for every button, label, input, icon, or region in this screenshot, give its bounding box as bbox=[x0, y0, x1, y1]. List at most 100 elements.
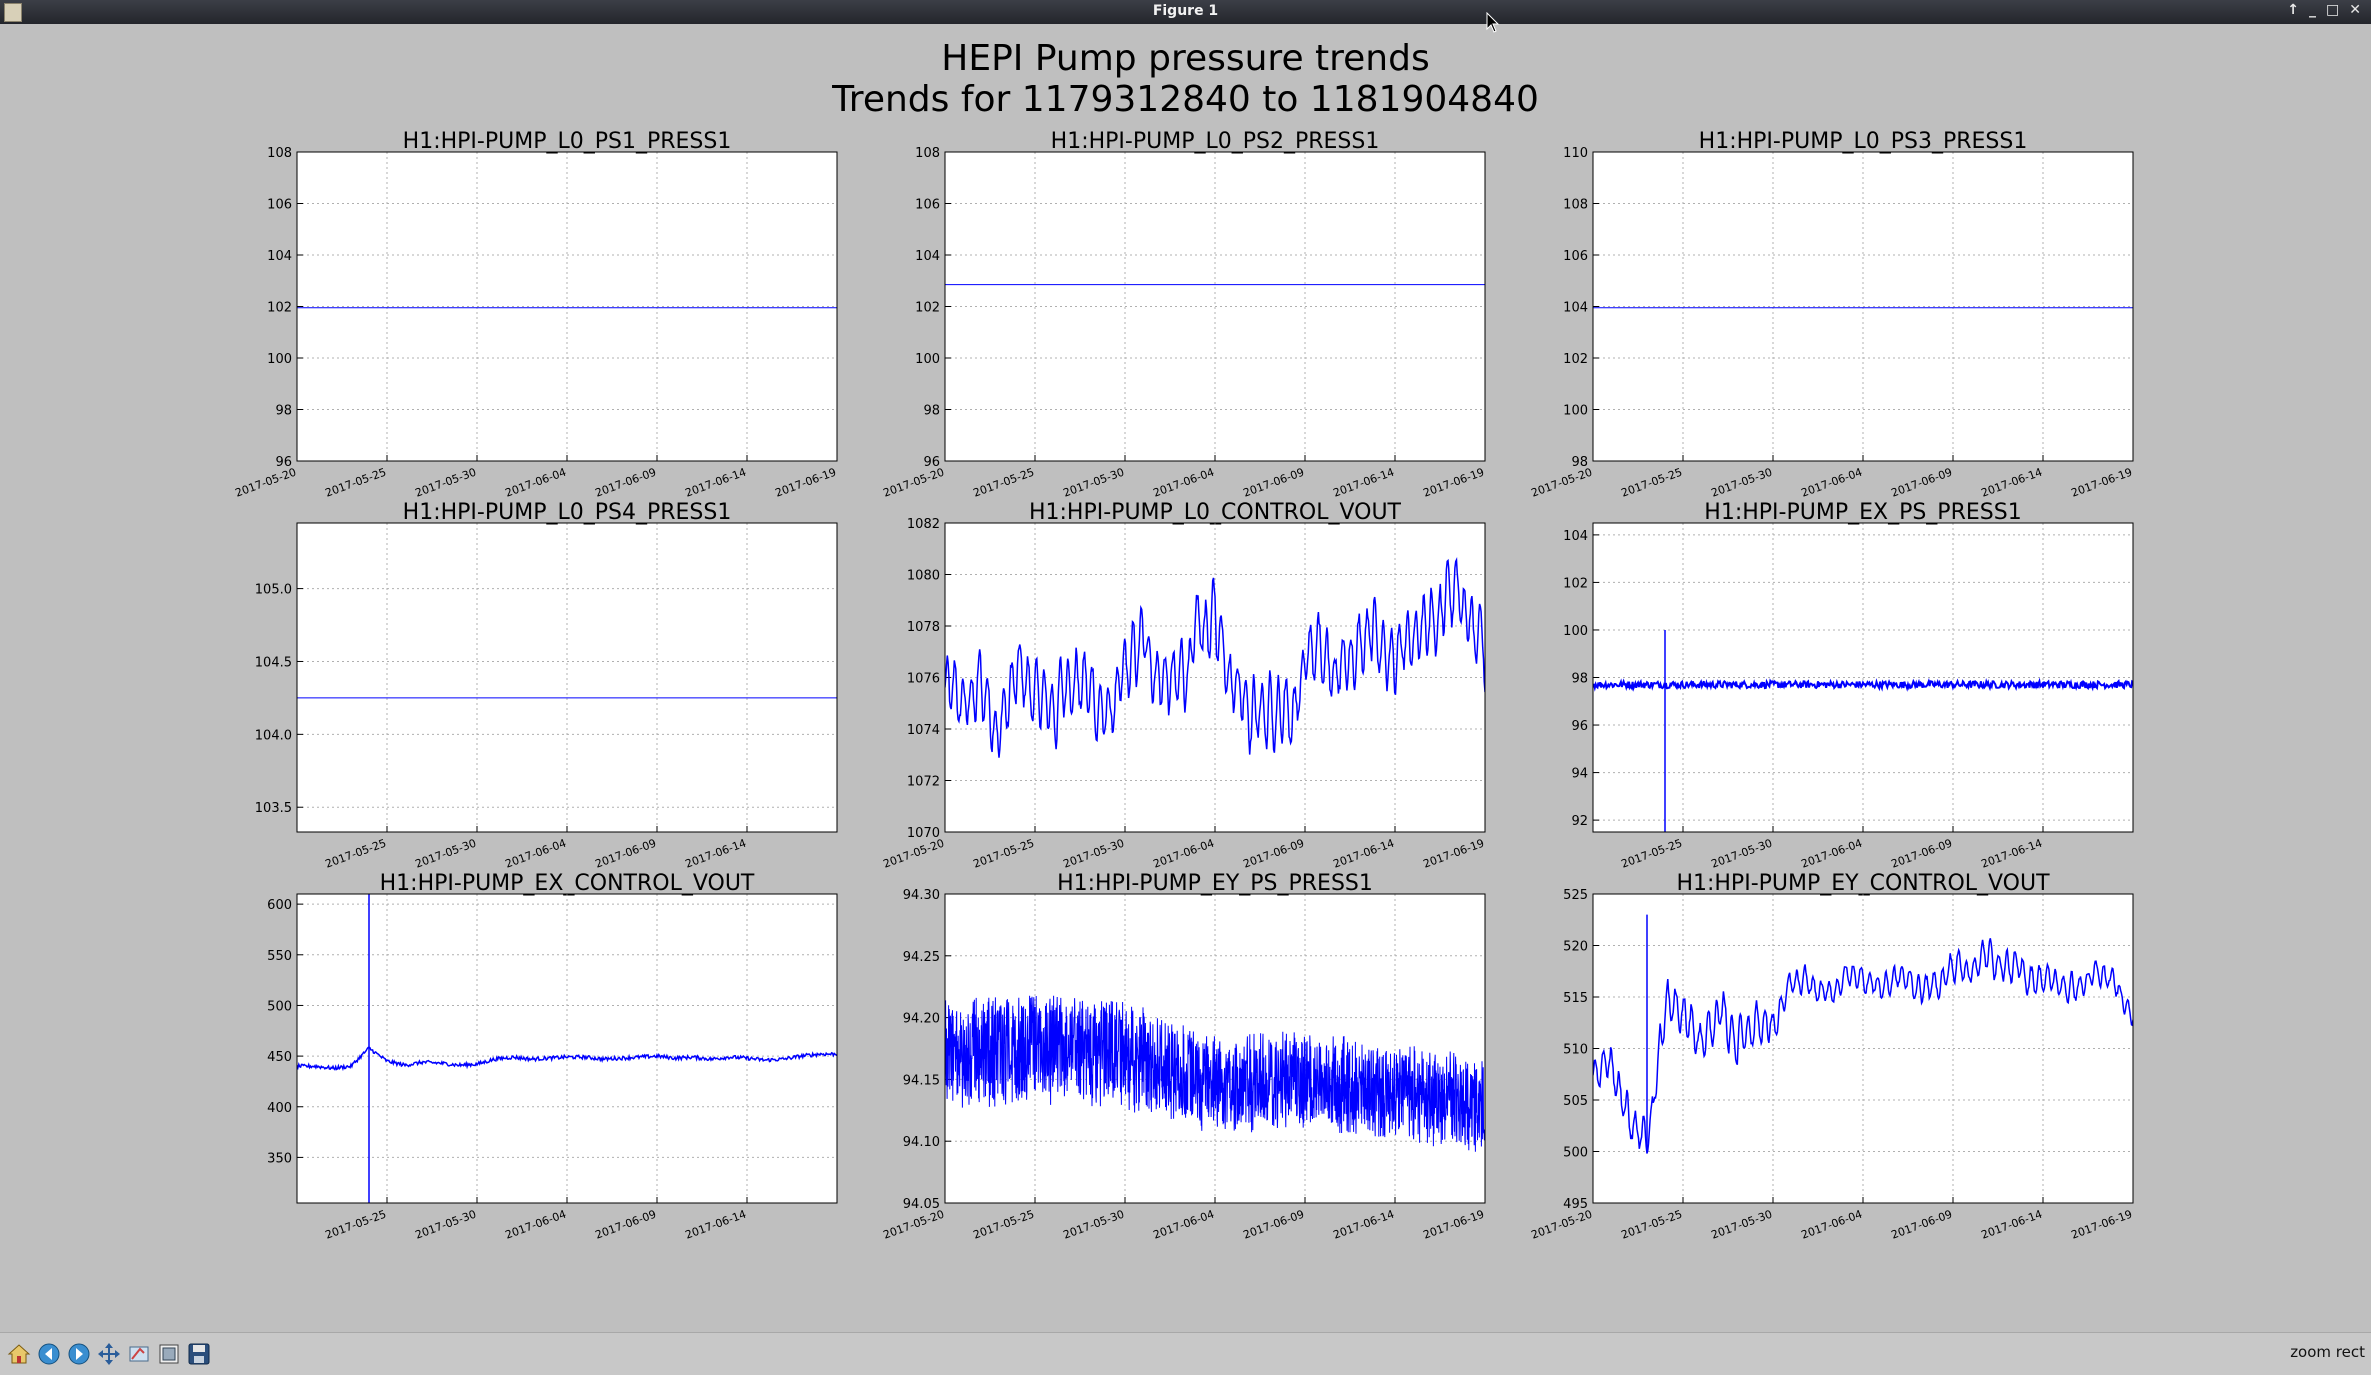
x-tick-label: 2017-06-09 bbox=[1241, 1208, 1306, 1242]
x-tick-label: 2017-06-04 bbox=[503, 837, 568, 871]
subplots-button[interactable] bbox=[156, 1341, 182, 1367]
y-tick-label: 104 bbox=[1563, 529, 1588, 544]
forward-button[interactable] bbox=[66, 1341, 92, 1367]
y-tick-label: 92 bbox=[1571, 814, 1588, 829]
x-tick-label: 2017-05-20 bbox=[233, 466, 298, 500]
x-tick-label: 2017-06-04 bbox=[503, 466, 568, 500]
y-tick-label: 500 bbox=[1563, 1146, 1588, 1161]
subplot-7[interactable]: H1:HPI-PUMP_EX_CONTROL_VOUT 350 400 450 500 5… bbox=[267, 871, 838, 1242]
y-tick-label: 525 bbox=[1563, 888, 1588, 903]
subplot-title: H1:HPI-PUMP_L0_PS4_PRESS1 bbox=[403, 500, 732, 525]
x-tick-label: 2017-05-20 bbox=[1529, 1208, 1594, 1242]
y-tick-label: 94.20 bbox=[903, 1012, 940, 1027]
axes-frame bbox=[944, 893, 1486, 1204]
y-tick-label: 102 bbox=[1563, 352, 1588, 367]
y-tick-label: 108 bbox=[1563, 198, 1588, 213]
x-tick-label: 2017-06-19 bbox=[1421, 466, 1486, 500]
y-tick-label: 94.05 bbox=[903, 1197, 940, 1212]
subplot-5[interactable]: H1:HPI-PUMP_L0_CONTROL_VOUT 1070 1072 1074 1… bbox=[881, 500, 1486, 871]
x-tick-label: 2017-06-09 bbox=[1241, 837, 1306, 871]
y-tick-label: 400 bbox=[267, 1101, 292, 1116]
x-tick-label: 2017-05-20 bbox=[1529, 466, 1594, 500]
x-tick-label: 2017-05-25 bbox=[1619, 1208, 1684, 1242]
x-tick-label: 2017-06-09 bbox=[1889, 1208, 1954, 1242]
x-tick-label: 2017-06-04 bbox=[1799, 1208, 1864, 1242]
minimize-icon[interactable]: _ bbox=[2309, 2, 2317, 18]
y-tick-label: 108 bbox=[267, 146, 292, 161]
y-tick-label: 103.5 bbox=[255, 801, 292, 816]
x-tick-label: 2017-06-14 bbox=[1331, 837, 1396, 871]
window-title: Figure 1 bbox=[1152, 3, 1219, 19]
x-tick-label: 2017-05-25 bbox=[971, 1208, 1036, 1242]
x-tick-label: 2017-05-30 bbox=[1061, 466, 1126, 500]
y-tick-label: 104 bbox=[915, 249, 940, 264]
x-tick-label: 2017-05-30 bbox=[1061, 837, 1126, 871]
subplot-8[interactable]: H1:HPI-PUMP_EY_PS_PRESS1 94.05 94.10 94.15 9… bbox=[881, 871, 1486, 1242]
close-icon[interactable]: ✕ bbox=[2349, 2, 2361, 18]
y-tick-label: 94.25 bbox=[903, 950, 940, 965]
subplot-2[interactable]: H1:HPI-PUMP_L0_PS2_PRESS1 96 98 100 102 104 10… bbox=[881, 129, 1486, 500]
y-tick-label: 104.5 bbox=[255, 655, 292, 670]
subplot-title: H1:HPI-PUMP_L0_CONTROL_VOUT bbox=[1029, 500, 1402, 525]
app-icon bbox=[4, 3, 22, 22]
pan-button[interactable] bbox=[96, 1341, 122, 1367]
subplot-6[interactable]: H1:HPI-PUMP_EX_PS_PRESS1 92 94 96 98 100 102 10… bbox=[1563, 500, 2134, 871]
x-tick-label: 2017-05-30 bbox=[1709, 1208, 1774, 1242]
x-tick-label: 2017-05-25 bbox=[323, 1208, 388, 1242]
back-button[interactable] bbox=[36, 1341, 62, 1367]
figure-canvas[interactable]: HEPI Pump pressure trends Trends for 117… bbox=[0, 24, 2371, 1332]
home-button[interactable] bbox=[6, 1341, 32, 1367]
navigation-toolbar: zoom rect bbox=[0, 1332, 2371, 1375]
subplot-9[interactable]: H1:HPI-PUMP_EY_CONTROL_VOUT 495 500 505 510 5… bbox=[1529, 871, 2134, 1242]
data-layer bbox=[297, 894, 837, 1203]
x-tick-label: 2017-06-19 bbox=[1421, 1208, 1486, 1242]
y-tick-label: 102 bbox=[915, 301, 940, 316]
subplot-grid: H1:HPI-PUMP_L0_PS1_PRESS1 96 98 100 102 104 10… bbox=[233, 129, 2134, 1242]
y-tick-label: 98 bbox=[275, 404, 292, 419]
series-line bbox=[297, 1046, 837, 1072]
x-tick-label: 2017-05-30 bbox=[1709, 837, 1774, 871]
y-tick-label: 1080 bbox=[907, 569, 940, 584]
x-tick-label: 2017-06-19 bbox=[773, 466, 838, 500]
subplot-1[interactable]: H1:HPI-PUMP_L0_PS1_PRESS1 96 98 100 102 104 10… bbox=[233, 129, 838, 500]
window-shade-icon[interactable]: ↑ bbox=[2287, 2, 2300, 18]
y-tick-label: 350 bbox=[267, 1151, 292, 1166]
x-tick-label: 2017-06-14 bbox=[683, 837, 748, 871]
y-tick-label: 106 bbox=[1563, 249, 1588, 264]
data-layer bbox=[1593, 629, 2133, 832]
window-titlebar: Figure 1 ↑ _ □ ✕ bbox=[0, 0, 2371, 24]
y-tick-label: 106 bbox=[915, 198, 940, 213]
save-button[interactable] bbox=[186, 1341, 212, 1367]
y-tick-label: 96 bbox=[923, 455, 940, 470]
x-tick-label: 2017-06-04 bbox=[1799, 466, 1864, 500]
zoom-icon bbox=[129, 1346, 149, 1362]
y-tick-label: 1082 bbox=[907, 517, 940, 532]
axes-frame bbox=[1592, 893, 2134, 1204]
y-tick-label: 495 bbox=[1563, 1197, 1588, 1212]
x-tick-label: 2017-06-14 bbox=[683, 1208, 748, 1242]
y-tick-label: 96 bbox=[1571, 719, 1588, 734]
axes-frame bbox=[296, 151, 838, 462]
subplot-3[interactable]: H1:HPI-PUMP_L0_PS3_PRESS1 98 100 102 104 106 1… bbox=[1529, 129, 2134, 500]
maximize-icon[interactable]: □ bbox=[2326, 2, 2340, 18]
subplot-4[interactable]: H1:HPI-PUMP_L0_PS4_PRESS1 103.5 104.0 104.5… bbox=[255, 500, 838, 871]
subplot-title: H1:HPI-PUMP_EX_CONTROL_VOUT bbox=[380, 871, 755, 896]
x-tick-label: 2017-06-09 bbox=[593, 1208, 658, 1242]
x-tick-label: 2017-06-14 bbox=[1979, 466, 2044, 500]
save-icon bbox=[188, 1343, 210, 1365]
x-tick-label: 2017-06-09 bbox=[593, 837, 658, 871]
y-tick-label: 104.0 bbox=[255, 728, 292, 743]
y-tick-label: 100 bbox=[915, 352, 940, 367]
x-tick-label: 2017-06-04 bbox=[1151, 837, 1216, 871]
y-tick-label: 98 bbox=[1571, 672, 1588, 687]
x-tick-label: 2017-05-25 bbox=[1619, 466, 1684, 500]
y-tick-label: 1070 bbox=[907, 826, 940, 841]
x-tick-label: 2017-05-25 bbox=[1619, 837, 1684, 871]
x-tick-label: 2017-05-20 bbox=[881, 837, 946, 871]
x-tick-label: 2017-05-30 bbox=[413, 1208, 478, 1242]
series-line bbox=[1593, 938, 2133, 1154]
data-layer bbox=[945, 995, 1485, 1152]
x-tick-label: 2017-05-30 bbox=[413, 837, 478, 871]
zoom-button[interactable] bbox=[126, 1341, 152, 1367]
x-tick-label: 2017-06-09 bbox=[1241, 466, 1306, 500]
